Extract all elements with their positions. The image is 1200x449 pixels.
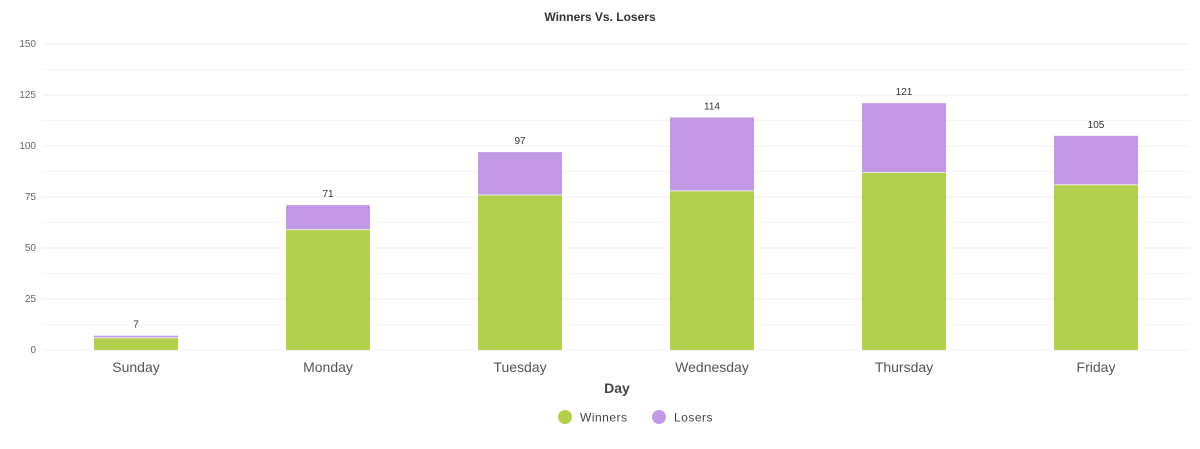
- total-label-monday: 71: [322, 189, 334, 200]
- bar-losers-tuesday[interactable]: [478, 152, 562, 195]
- bar-winners-sunday[interactable]: [94, 337, 178, 350]
- total-label-wednesday: 114: [704, 101, 720, 112]
- bar-winners-thursday[interactable]: [862, 172, 946, 350]
- legend-marker: [558, 410, 572, 424]
- y-axis-ticks: 0 25 50 75 100 125 150: [19, 39, 36, 356]
- grid-lines: [42, 43, 1190, 351]
- bar-winners-friday[interactable]: [1054, 184, 1138, 350]
- x-tick-label-monday: Monday: [303, 359, 353, 375]
- x-tick-label-thursday: Thursday: [875, 359, 933, 375]
- x-tick-label-friday: Friday: [1077, 359, 1116, 375]
- legend-item-losers[interactable]: Losers: [652, 410, 713, 425]
- bar-winners-monday[interactable]: [286, 229, 370, 350]
- bar-losers-sunday[interactable]: [94, 335, 178, 338]
- bar-losers-wednesday[interactable]: [670, 117, 754, 191]
- bars: [94, 103, 1138, 350]
- legend: Winners Losers: [558, 410, 713, 425]
- chart-title: Winners Vs. Losers: [544, 10, 656, 24]
- y-tick-label: 0: [30, 345, 36, 356]
- total-label-thursday: 121: [896, 87, 913, 98]
- legend-item-winners[interactable]: Winners: [558, 410, 628, 425]
- bar-losers-monday[interactable]: [286, 205, 370, 230]
- bar-winners-wednesday[interactable]: [670, 190, 754, 350]
- y-tick-label: 150: [19, 39, 36, 50]
- bar-losers-thursday[interactable]: [862, 103, 946, 173]
- bar-losers-friday[interactable]: [1054, 135, 1138, 185]
- y-tick-label: 50: [25, 243, 37, 254]
- legend-label: Winners: [580, 411, 628, 425]
- x-tick-label-sunday: Sunday: [112, 359, 159, 375]
- total-label-tuesday: 97: [514, 136, 526, 147]
- legend-label: Losers: [674, 411, 713, 425]
- legend-marker: [652, 410, 666, 424]
- total-label-friday: 105: [1088, 120, 1105, 131]
- x-tick-label-wednesday: Wednesday: [675, 359, 749, 375]
- x-axis-title: Day: [604, 380, 630, 396]
- x-axis-ticks: Sunday Monday Tuesday Wednesday Thursday Frid…: [112, 359, 1115, 375]
- bar-winners-tuesday[interactable]: [478, 194, 562, 350]
- x-tick-label-tuesday: Tuesday: [493, 359, 546, 375]
- total-label-sunday: 7: [133, 320, 139, 331]
- y-tick-label: 25: [25, 294, 37, 305]
- total-labels: 7 71 97 114 121 105: [133, 87, 1105, 331]
- y-tick-label: 75: [25, 192, 37, 203]
- y-tick-label: 125: [19, 90, 36, 101]
- y-tick-label: 100: [19, 141, 36, 152]
